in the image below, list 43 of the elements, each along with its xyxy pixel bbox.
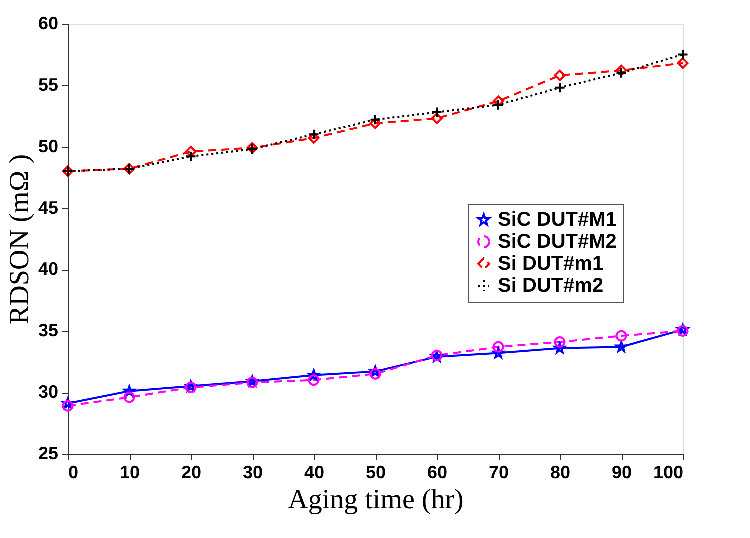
x-tick-label: 70 xyxy=(488,462,510,482)
y-tick-label: 50 xyxy=(38,136,58,156)
x-tick-label: 90 xyxy=(612,462,632,482)
point xyxy=(616,67,628,79)
x-axis-title: Aging time (hr) xyxy=(288,484,464,516)
x-tick-label: 50 xyxy=(366,462,386,482)
legend-label: SiC DUT#M2 xyxy=(498,231,617,253)
point xyxy=(616,64,628,76)
point xyxy=(492,99,504,111)
x-tick-label: 40 xyxy=(304,462,325,482)
point xyxy=(370,368,382,380)
y-tick-label: 35 xyxy=(38,320,58,341)
legend-label: Si DUT#m1 xyxy=(498,253,604,275)
point xyxy=(308,132,320,144)
legend-label: SiC DUT#M1 xyxy=(498,209,617,231)
x-tick-label: 30 xyxy=(242,462,264,482)
point xyxy=(616,330,628,342)
point xyxy=(370,114,382,126)
y-tick-label: 45 xyxy=(38,198,58,218)
x-tick-label: 80 xyxy=(550,462,571,482)
y-tick-label: 25 xyxy=(38,444,58,464)
point xyxy=(370,118,382,130)
point xyxy=(677,58,689,70)
y-tick-label: 60 xyxy=(38,14,58,34)
x-tick-label: 60 xyxy=(427,462,448,482)
point xyxy=(308,128,320,140)
point xyxy=(185,150,197,162)
y-tick-label: 55 xyxy=(38,74,58,95)
point xyxy=(431,106,443,118)
y-tick-label: 30 xyxy=(38,382,58,402)
x-tick-label: 0 xyxy=(68,462,79,482)
point xyxy=(677,48,689,60)
x-tick-label: 10 xyxy=(120,462,140,482)
x-tick-label: 100 xyxy=(653,462,684,482)
point xyxy=(554,82,566,94)
x-tick-label: 20 xyxy=(181,462,202,482)
point xyxy=(554,70,566,82)
legend-label: Si DUT#m2 xyxy=(498,275,604,297)
point xyxy=(431,112,443,124)
y-tick-label: 40 xyxy=(38,259,58,280)
point xyxy=(492,96,504,108)
y-axis-title: RDSON (mΩ ) xyxy=(4,154,36,325)
point xyxy=(124,392,136,404)
